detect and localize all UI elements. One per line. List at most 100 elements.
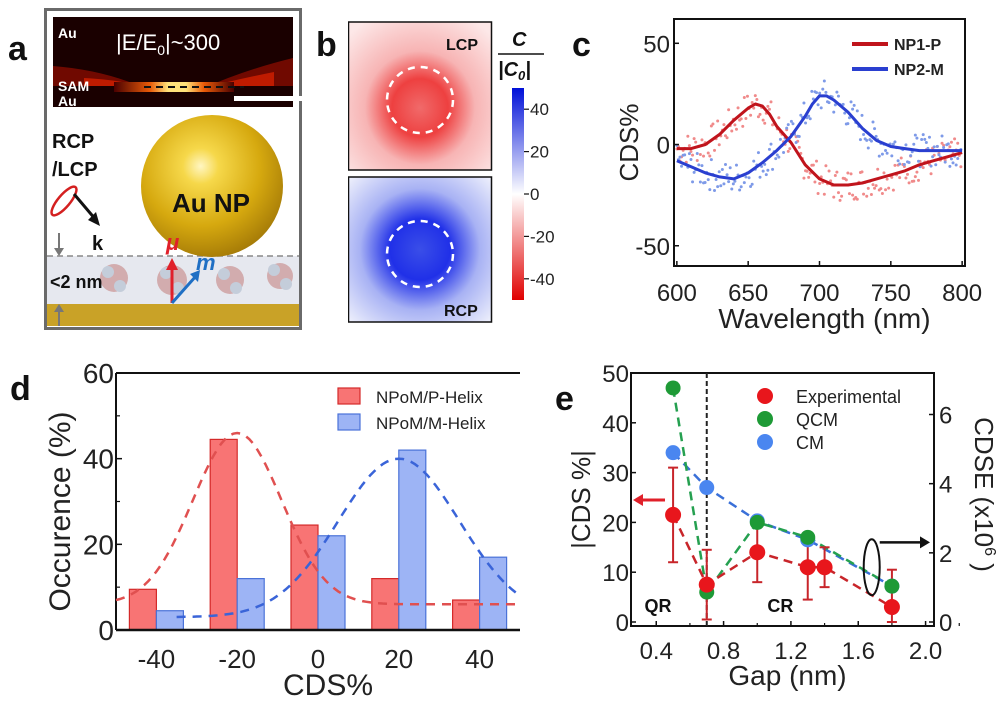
connector-line-experimental	[671, 514, 893, 609]
helix-molecule	[216, 266, 244, 294]
scatter-point	[948, 164, 952, 168]
scatter-point	[890, 175, 894, 179]
y-right-axis-title: CDSE (x106 )	[969, 417, 999, 572]
scatter-point	[761, 118, 765, 122]
scatter-point	[937, 153, 941, 157]
scatter-point	[700, 138, 704, 142]
lcp-field-map	[348, 21, 493, 171]
scatter-point	[691, 180, 695, 184]
scatter-point	[923, 137, 927, 141]
scatter-point	[887, 186, 891, 190]
scatter-point	[767, 107, 771, 111]
scatter-point	[862, 192, 866, 196]
legend-marker	[757, 434, 773, 450]
scatter-point	[835, 170, 839, 174]
enhancement-text-a: |E/E0|~300	[116, 30, 220, 58]
magnetic-dipole-label: m	[196, 250, 216, 275]
x-axis-title: Wavelength (nm)	[718, 303, 930, 334]
scatter-point	[725, 173, 729, 177]
scatter-point	[747, 176, 751, 180]
scatter-point	[832, 110, 836, 114]
scatter-point	[760, 164, 764, 168]
y-tick-label: 20	[83, 529, 114, 560]
scatter-point	[811, 163, 815, 167]
scatter-point	[874, 134, 878, 138]
scatter-point	[949, 140, 953, 144]
scatter-point	[720, 168, 724, 172]
circular-polarization-icon	[50, 185, 78, 217]
scatter-point	[866, 186, 870, 190]
data-point-cm	[699, 480, 715, 496]
scatter-point	[916, 178, 920, 182]
y-axis-title: CDS%	[614, 103, 644, 181]
scatter-point	[758, 175, 762, 179]
scatter-point	[840, 194, 844, 198]
scatter-point	[929, 172, 933, 176]
scatter-point	[727, 180, 731, 184]
plot-frame	[673, 18, 966, 267]
au-top-label: Au	[58, 25, 77, 41]
y-tick-label: 0	[98, 615, 114, 646]
data-point-experimental	[698, 576, 715, 593]
scatter-point	[846, 122, 850, 126]
y-axis-title: Occurence (%)	[44, 411, 77, 611]
scatter-point	[836, 94, 840, 98]
scatter-point	[829, 179, 833, 183]
scatter-point	[702, 154, 706, 158]
scatter-point	[689, 158, 693, 162]
scatter-point	[943, 160, 947, 164]
scatter-point	[912, 179, 916, 183]
scatter-point	[860, 113, 864, 117]
scatter-point	[807, 114, 811, 118]
bar-npom-m-helix	[236, 578, 265, 631]
scatter-point	[934, 163, 938, 167]
legend-label: Experimental	[796, 387, 901, 407]
x-tick-label: 20	[384, 644, 413, 674]
helix-molecule	[100, 264, 128, 292]
gaussian-fit-npom-m-helix	[176, 457, 521, 619]
legend-swatch	[337, 413, 361, 431]
scatter-point	[698, 180, 702, 184]
y-right-tick-label: 2	[939, 541, 952, 568]
scatter-point	[722, 123, 726, 127]
panel-d-label: d	[10, 370, 31, 408]
y-tick-label: 30	[602, 461, 629, 488]
scatter-point	[873, 186, 877, 190]
scatter-point	[778, 137, 782, 141]
scatter-point	[749, 184, 753, 188]
scatter-point	[912, 142, 916, 146]
scatter-point	[810, 89, 814, 93]
scatter-point	[723, 134, 727, 138]
scatter-point	[885, 177, 889, 181]
scatter-point	[880, 152, 884, 156]
scatter-point	[824, 164, 828, 168]
scatter-point	[695, 159, 699, 163]
x-tick-label: -40	[138, 644, 176, 674]
scatter-point	[862, 132, 866, 136]
scatter-point	[876, 167, 880, 171]
scatter-point	[884, 148, 888, 152]
scatter-point	[907, 160, 911, 164]
scatter-point	[902, 163, 906, 167]
scatter-point	[846, 171, 850, 175]
scatter-point	[695, 152, 699, 156]
scatter-point	[893, 163, 897, 167]
scatter-point	[877, 154, 881, 158]
colorbar-tick-label: -40	[530, 270, 555, 289]
scatter-point	[898, 176, 902, 180]
scatter-point	[808, 117, 812, 121]
scatter-point	[744, 175, 748, 179]
scatter-point	[713, 189, 717, 193]
scatter-point	[782, 151, 786, 155]
scatter-point	[835, 90, 839, 94]
wavevector-label: k	[92, 233, 104, 255]
scatter-point	[926, 146, 930, 150]
legend-label: QCM	[796, 410, 838, 430]
scatter-point	[815, 91, 819, 95]
scatter-point	[942, 143, 946, 147]
scatter-point	[931, 155, 935, 159]
data-point-qcm	[800, 529, 816, 545]
scatter-point	[697, 163, 701, 167]
scatter-point	[873, 127, 877, 131]
